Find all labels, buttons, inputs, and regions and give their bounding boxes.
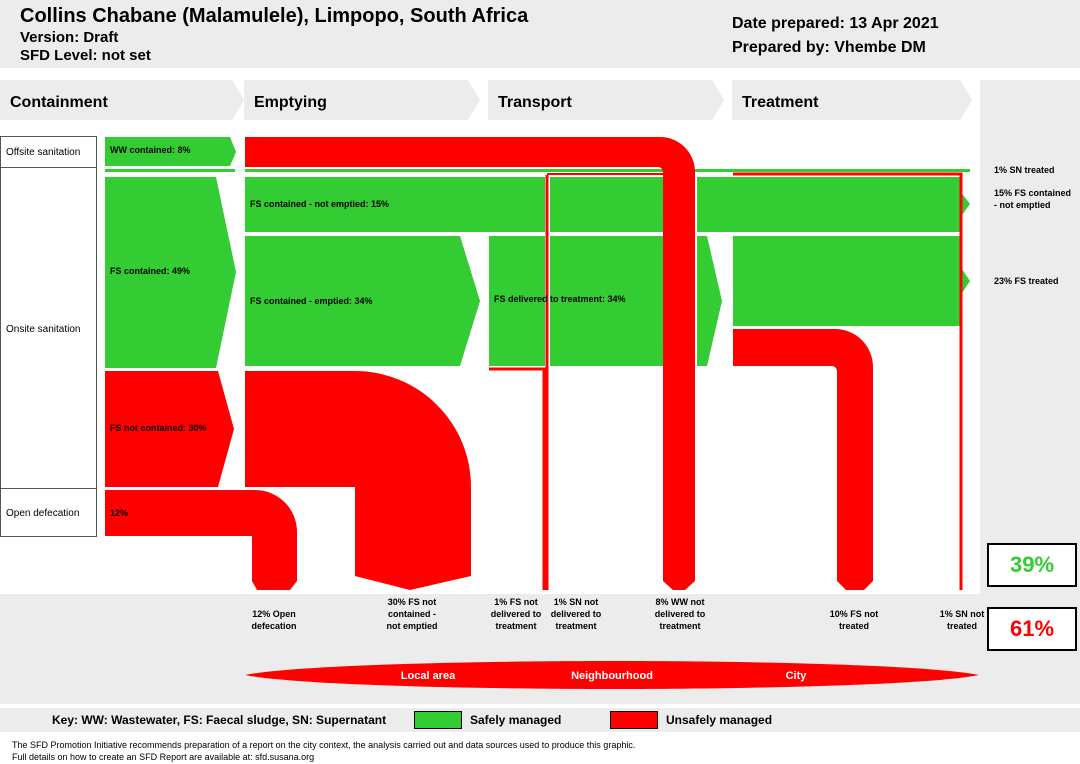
outcome-fs-treated: 23% FS treated	[994, 276, 1059, 286]
unsafely-managed-percent: 61%	[987, 607, 1077, 651]
stage-transport	[488, 80, 724, 120]
label-fs-not-emptied: FS contained - not emptied: 15%	[250, 199, 389, 209]
row-box-onsite	[0, 167, 97, 489]
prepared-by: Prepared by: Vhembe DM	[732, 39, 926, 56]
stage-label-transport: Transport	[498, 94, 572, 111]
flow-fs-not-contained-not-emptied	[245, 371, 471, 590]
label-fs-emptied: FS contained - emptied: 34%	[250, 296, 373, 306]
flow-sn-line-start	[105, 169, 235, 172]
sfd-level-label: SFD Level: not set	[20, 47, 151, 64]
label-ww-contained: WW contained: 8%	[110, 145, 191, 155]
stage-label-containment: Containment	[10, 94, 108, 111]
flow-fs-emptied	[245, 236, 480, 366]
flow-fs-delivered-c	[697, 236, 722, 366]
flow-fs-not-treated	[733, 329, 873, 590]
key-unsafe-swatch	[610, 711, 658, 729]
key-abbreviations: Key: WW: Wastewater, FS: Faecal sludge, …	[52, 713, 387, 727]
safely-managed-percent: 39%	[987, 543, 1077, 587]
row-box-offsite	[0, 136, 97, 168]
key-safe-swatch	[414, 711, 462, 729]
version-label: Version: Draft	[20, 29, 119, 46]
outcome-sn-not-treated: 1% SN not treated	[939, 609, 985, 631]
label-fs-delivered: FS delivered to treatment: 34%	[494, 294, 626, 304]
stage-emptying	[244, 80, 480, 120]
date-prepared: Date prepared: 13 Apr 2021	[732, 15, 939, 32]
outcome-fs-contained-not-emptied: 15% FS contained - not emptied	[994, 188, 1072, 210]
outcome-open-defecation: 12% Open defecation	[251, 609, 297, 631]
flow-sn-not-delivered-top	[547, 173, 663, 175]
outcome-sn-not-delivered: 1% SN not delivered to treatment	[550, 597, 602, 631]
label-fs-contained: FS contained: 49%	[110, 266, 190, 276]
outcome-sn-treated: 1% SN treated	[994, 165, 1055, 175]
row-label-offsite: Offsite sanitation	[6, 147, 80, 158]
flow-sn-not-treated	[733, 172, 963, 590]
flow-fs-contained	[105, 177, 236, 368]
row-label-open-defecation: Open defecation	[6, 508, 79, 519]
header-band	[0, 0, 1080, 68]
label-open-defecation: 12%	[110, 508, 128, 518]
row-label-onsite: Onsite sanitation	[6, 324, 81, 335]
key-safe-label: Safely managed	[470, 713, 562, 727]
stage-treatment	[732, 80, 972, 120]
scale-neighbourhood: Neighbourhood	[571, 670, 653, 682]
key-unsafe-label: Unsafely managed	[666, 713, 773, 727]
key-band	[0, 708, 1080, 732]
row-box-open-defecation	[0, 488, 97, 537]
flow-fs-not-emptied-a	[245, 177, 545, 232]
scale-ellipse	[245, 661, 979, 689]
footer-line-1: The SFD Promotion Initiative recommends …	[12, 740, 636, 750]
outcome-fs-not-delivered: 1% FS not delivered to treatment	[490, 597, 542, 631]
page-title: Collins Chabane (Malamulele), Limpopo, S…	[20, 5, 529, 27]
outcome-fs-not-contained-not-emptied: 30% FS not contained - not emptied	[386, 597, 438, 631]
stage-label-treatment: Treatment	[742, 94, 819, 111]
outcome-ww-not-delivered: 8% WW not delivered to treatment	[654, 597, 706, 631]
flow-fs-delivered-b	[550, 236, 663, 366]
outcome-fs-not-treated: 10% FS not treated	[829, 609, 879, 631]
scale-city: City	[786, 670, 808, 682]
flow-fs-delivered-a	[489, 236, 545, 366]
stage-label-emptying: Emptying	[254, 94, 327, 111]
flow-ww-contained	[105, 137, 236, 166]
flow-fs-not-contained	[105, 371, 234, 487]
right-panel	[980, 80, 1080, 594]
flow-fs-not-emptied-c	[697, 177, 970, 232]
footer-line-2: Full details on how to create an SFD Rep…	[12, 752, 315, 762]
flow-fs-treated	[733, 236, 970, 326]
label-fs-not-contained: FS not contained: 30%	[110, 423, 207, 433]
stage-containment	[0, 80, 244, 120]
flow-open-defecation	[105, 490, 297, 590]
flow-fs-not-emptied-b	[550, 177, 663, 232]
flow-sn-line	[245, 169, 970, 172]
flow-fs-not-delivered	[489, 367, 546, 590]
scale-local-area: Local area	[401, 670, 456, 682]
